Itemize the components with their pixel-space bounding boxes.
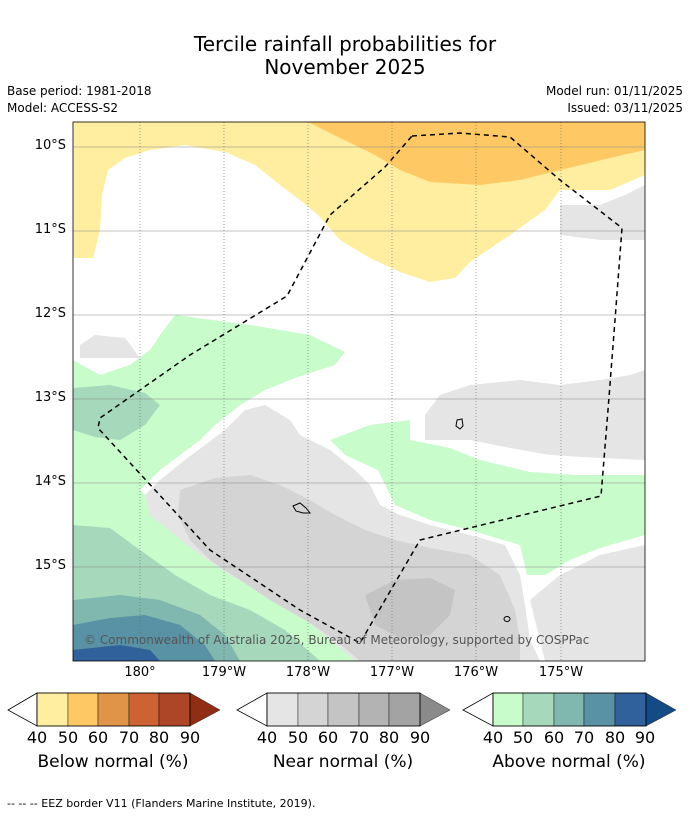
lat-label: 12°S xyxy=(34,306,66,321)
lat-label: 10°S xyxy=(34,138,66,153)
model-run-text: Model run: 01/11/2025 xyxy=(545,84,683,98)
colorbar-above xyxy=(462,692,677,727)
colorbar-below-segment xyxy=(97,692,130,727)
lon-label: 178°W xyxy=(285,665,331,680)
colorbar-tick: 80 xyxy=(604,728,626,747)
lat-label: 15°S xyxy=(34,558,66,573)
probability-field xyxy=(73,122,645,661)
colorbar-tick: 90 xyxy=(634,728,656,747)
colorbar-near-label: Near normal (%) xyxy=(272,752,414,772)
colorbar-below-label: Below normal (%) xyxy=(37,752,189,772)
near-normal-40-se-region xyxy=(530,545,645,661)
colorbar-above-segment xyxy=(583,692,616,727)
colorbar-tick: 40 xyxy=(26,728,48,747)
colorbar-near-segment xyxy=(266,692,299,727)
colorbar-tick: 70 xyxy=(348,728,370,747)
colorbar-below-over-arrow xyxy=(189,692,221,727)
colorbar-above-segment xyxy=(614,692,647,727)
near-normal-40-nw-region xyxy=(80,335,140,358)
colorbar-tick: 80 xyxy=(378,728,400,747)
colorbar-tick: 60 xyxy=(317,728,339,747)
above-normal-40-east-region xyxy=(330,420,645,575)
footer-legend: -- -- -- EEZ border V11 (Flanders Marine… xyxy=(7,797,316,810)
lon-label: 176°W xyxy=(453,665,499,680)
colorbar-tick: 60 xyxy=(543,728,565,747)
colorbar-below-segment xyxy=(158,692,191,727)
colorbar-below-segment xyxy=(67,692,99,727)
issued-text: Issued: 03/11/2025 xyxy=(567,101,683,115)
above-normal-80-region xyxy=(73,645,160,661)
colorbar-near-under-arrow xyxy=(236,692,268,727)
near-normal-40-east-region xyxy=(425,370,645,460)
colorbar-tick: 50 xyxy=(287,728,309,747)
colorbar-above-segment xyxy=(522,692,555,727)
colorbar-above-segment xyxy=(492,692,524,727)
colorbar-tick: 60 xyxy=(87,728,109,747)
lat-label: 14°S xyxy=(34,474,66,489)
colorbar-near-segment xyxy=(297,692,329,727)
colorbar-tick: 40 xyxy=(256,728,278,747)
lon-label: 175°W xyxy=(538,665,584,680)
lon-label: 180° xyxy=(124,665,156,680)
colorbar-tick: 70 xyxy=(118,728,140,747)
lon-label: 179°W xyxy=(201,665,247,680)
colorbar-above-segment xyxy=(553,692,585,727)
island-outline-east xyxy=(455,418,464,430)
colorbar-above-under-arrow xyxy=(462,692,494,727)
colorbar-below xyxy=(7,692,221,727)
lat-label: 11°S xyxy=(34,222,66,237)
colorbar-tick: 40 xyxy=(482,728,504,747)
colorbar-above-label: Above normal (%) xyxy=(492,752,646,772)
colorbar-near-segment xyxy=(358,692,390,727)
colorbar-below-segment xyxy=(128,692,160,727)
colorbar-tick: 50 xyxy=(57,728,79,747)
island-outline xyxy=(292,502,312,514)
colorbar-near xyxy=(236,692,451,727)
colorbar-tick: 80 xyxy=(148,728,170,747)
colorbar-above-frame xyxy=(492,692,647,727)
colorbar-near-segment xyxy=(388,692,421,727)
colorbar-above-over-arrow xyxy=(645,692,677,727)
lon-label: 177°W xyxy=(369,665,415,680)
model-text: Model: ACCESS-S2 xyxy=(7,101,119,115)
colorbar-below-frame xyxy=(36,692,191,727)
colorbar-below-under-arrow xyxy=(7,692,38,727)
near-normal-60-region xyxy=(365,578,455,638)
lat-label: 13°S xyxy=(34,390,66,405)
copyright-text: © Commonwealth of Australia 2025, Bureau… xyxy=(84,633,590,647)
colorbar-tick: 90 xyxy=(409,728,431,747)
gridlines xyxy=(73,122,645,661)
colorbar-tick: 70 xyxy=(573,728,595,747)
island-outline-south xyxy=(503,616,511,622)
colorbar-near-segment xyxy=(327,692,360,727)
chart-title-line1: Tercile rainfall probabilities for xyxy=(193,32,497,56)
colorbar-near-over-arrow xyxy=(419,692,451,727)
colorbar-tick: 50 xyxy=(512,728,534,747)
colorbar-tick: 90 xyxy=(179,728,201,747)
base-period-text: Base period: 1981-2018 xyxy=(7,84,152,98)
colorbar-near-frame xyxy=(266,692,421,727)
colorbar-below-segment xyxy=(36,692,69,727)
map-frame xyxy=(72,121,646,662)
chart-title-line2: November 2025 xyxy=(264,55,426,79)
